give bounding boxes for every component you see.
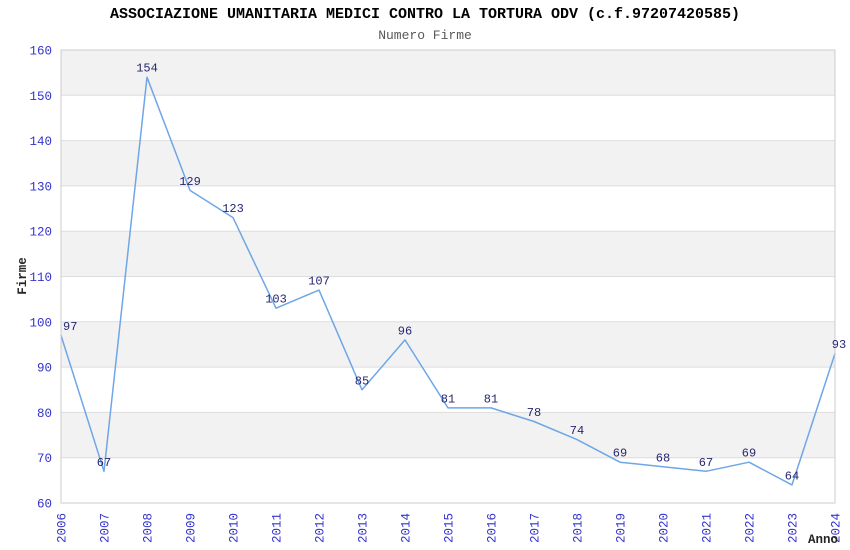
x-tick-label: 2023 [787, 513, 801, 543]
plot-band [61, 412, 835, 458]
data-point-label: 123 [222, 202, 244, 216]
x-tick-label: 2019 [615, 513, 629, 543]
x-tick-label: 2011 [271, 513, 285, 543]
y-tick-label: 130 [29, 180, 52, 194]
plot-band [61, 321, 835, 368]
data-point-label: 154 [136, 62, 158, 76]
y-tick-label: 140 [29, 135, 52, 149]
x-axis-title: Anno [808, 533, 838, 547]
x-tick-label: 2014 [400, 513, 414, 543]
y-tick-label: 60 [37, 498, 52, 512]
x-tick-label: 2009 [185, 513, 199, 543]
data-point-label: 81 [484, 392, 498, 406]
x-tick-label: 2013 [357, 513, 371, 543]
plot-band [61, 231, 835, 277]
x-tick-label: 2022 [744, 513, 758, 543]
data-point-label: 69 [613, 447, 627, 461]
x-tick-label: 2018 [572, 513, 586, 543]
y-tick-label: 100 [29, 316, 52, 330]
x-tick-label: 2006 [56, 513, 70, 543]
data-point-label: 67 [97, 456, 111, 470]
x-tick-label: 2007 [99, 513, 113, 543]
x-tick-label: 2016 [486, 513, 500, 543]
plot-band [61, 140, 835, 186]
y-axis-tick-labels: 60 70 80 90 100 110 120 130 140 150 160 [29, 45, 52, 512]
x-tick-label: 2008 [142, 513, 156, 543]
data-point-label: 107 [308, 275, 330, 289]
data-point-label: 96 [398, 324, 412, 338]
x-tick-label: 2024 [830, 513, 844, 543]
y-axis-title: Firme [16, 257, 30, 295]
x-tick-label: 2015 [443, 513, 457, 543]
data-point-label: 93 [832, 338, 846, 352]
data-point-label: 68 [656, 451, 670, 465]
chart-subtitle: Numero Firme [378, 28, 472, 43]
x-tick-label: 2017 [529, 513, 543, 543]
x-tick-label: 2020 [658, 513, 672, 543]
data-point-label: 103 [265, 293, 287, 307]
x-tick-label: 2021 [701, 513, 715, 543]
y-tick-label: 110 [29, 271, 52, 285]
chart-title: ASSOCIAZIONE UMANITARIA MEDICI CONTRO LA… [109, 6, 741, 23]
y-tick-label: 80 [37, 407, 52, 421]
data-point-label: 67 [699, 456, 713, 470]
y-tick-label: 70 [37, 452, 52, 466]
x-tick-label: 2010 [228, 513, 242, 543]
chart-line [60, 76, 836, 486]
y-tick-label: 90 [37, 362, 52, 376]
data-point-label: 74 [570, 424, 584, 438]
plot-band [61, 50, 835, 96]
y-tick-label: 120 [29, 226, 52, 240]
data-point-label: 129 [179, 175, 201, 189]
x-axis-tick-labels: 2006 2007 2008 2009 2010 2011 2012 2013 2014 2015… [56, 513, 844, 543]
plot-bands [61, 50, 835, 458]
data-point-label: 69 [742, 447, 756, 461]
data-series [60, 76, 836, 486]
x-tick-label: 2012 [314, 513, 328, 543]
plot-border [60, 49, 836, 504]
data-point-label: 81 [441, 392, 455, 406]
data-point-label: 78 [527, 406, 541, 420]
data-point-labels: 97 67 154 129 123 103 107 85 96 81 81 78 74 69 68 67 69 6… [63, 62, 846, 484]
data-point-label: 85 [355, 374, 369, 388]
y-tick-label: 160 [29, 45, 52, 59]
data-point-label: 64 [785, 469, 799, 483]
data-point-label: 97 [63, 320, 77, 334]
y-tick-label: 150 [29, 90, 52, 104]
